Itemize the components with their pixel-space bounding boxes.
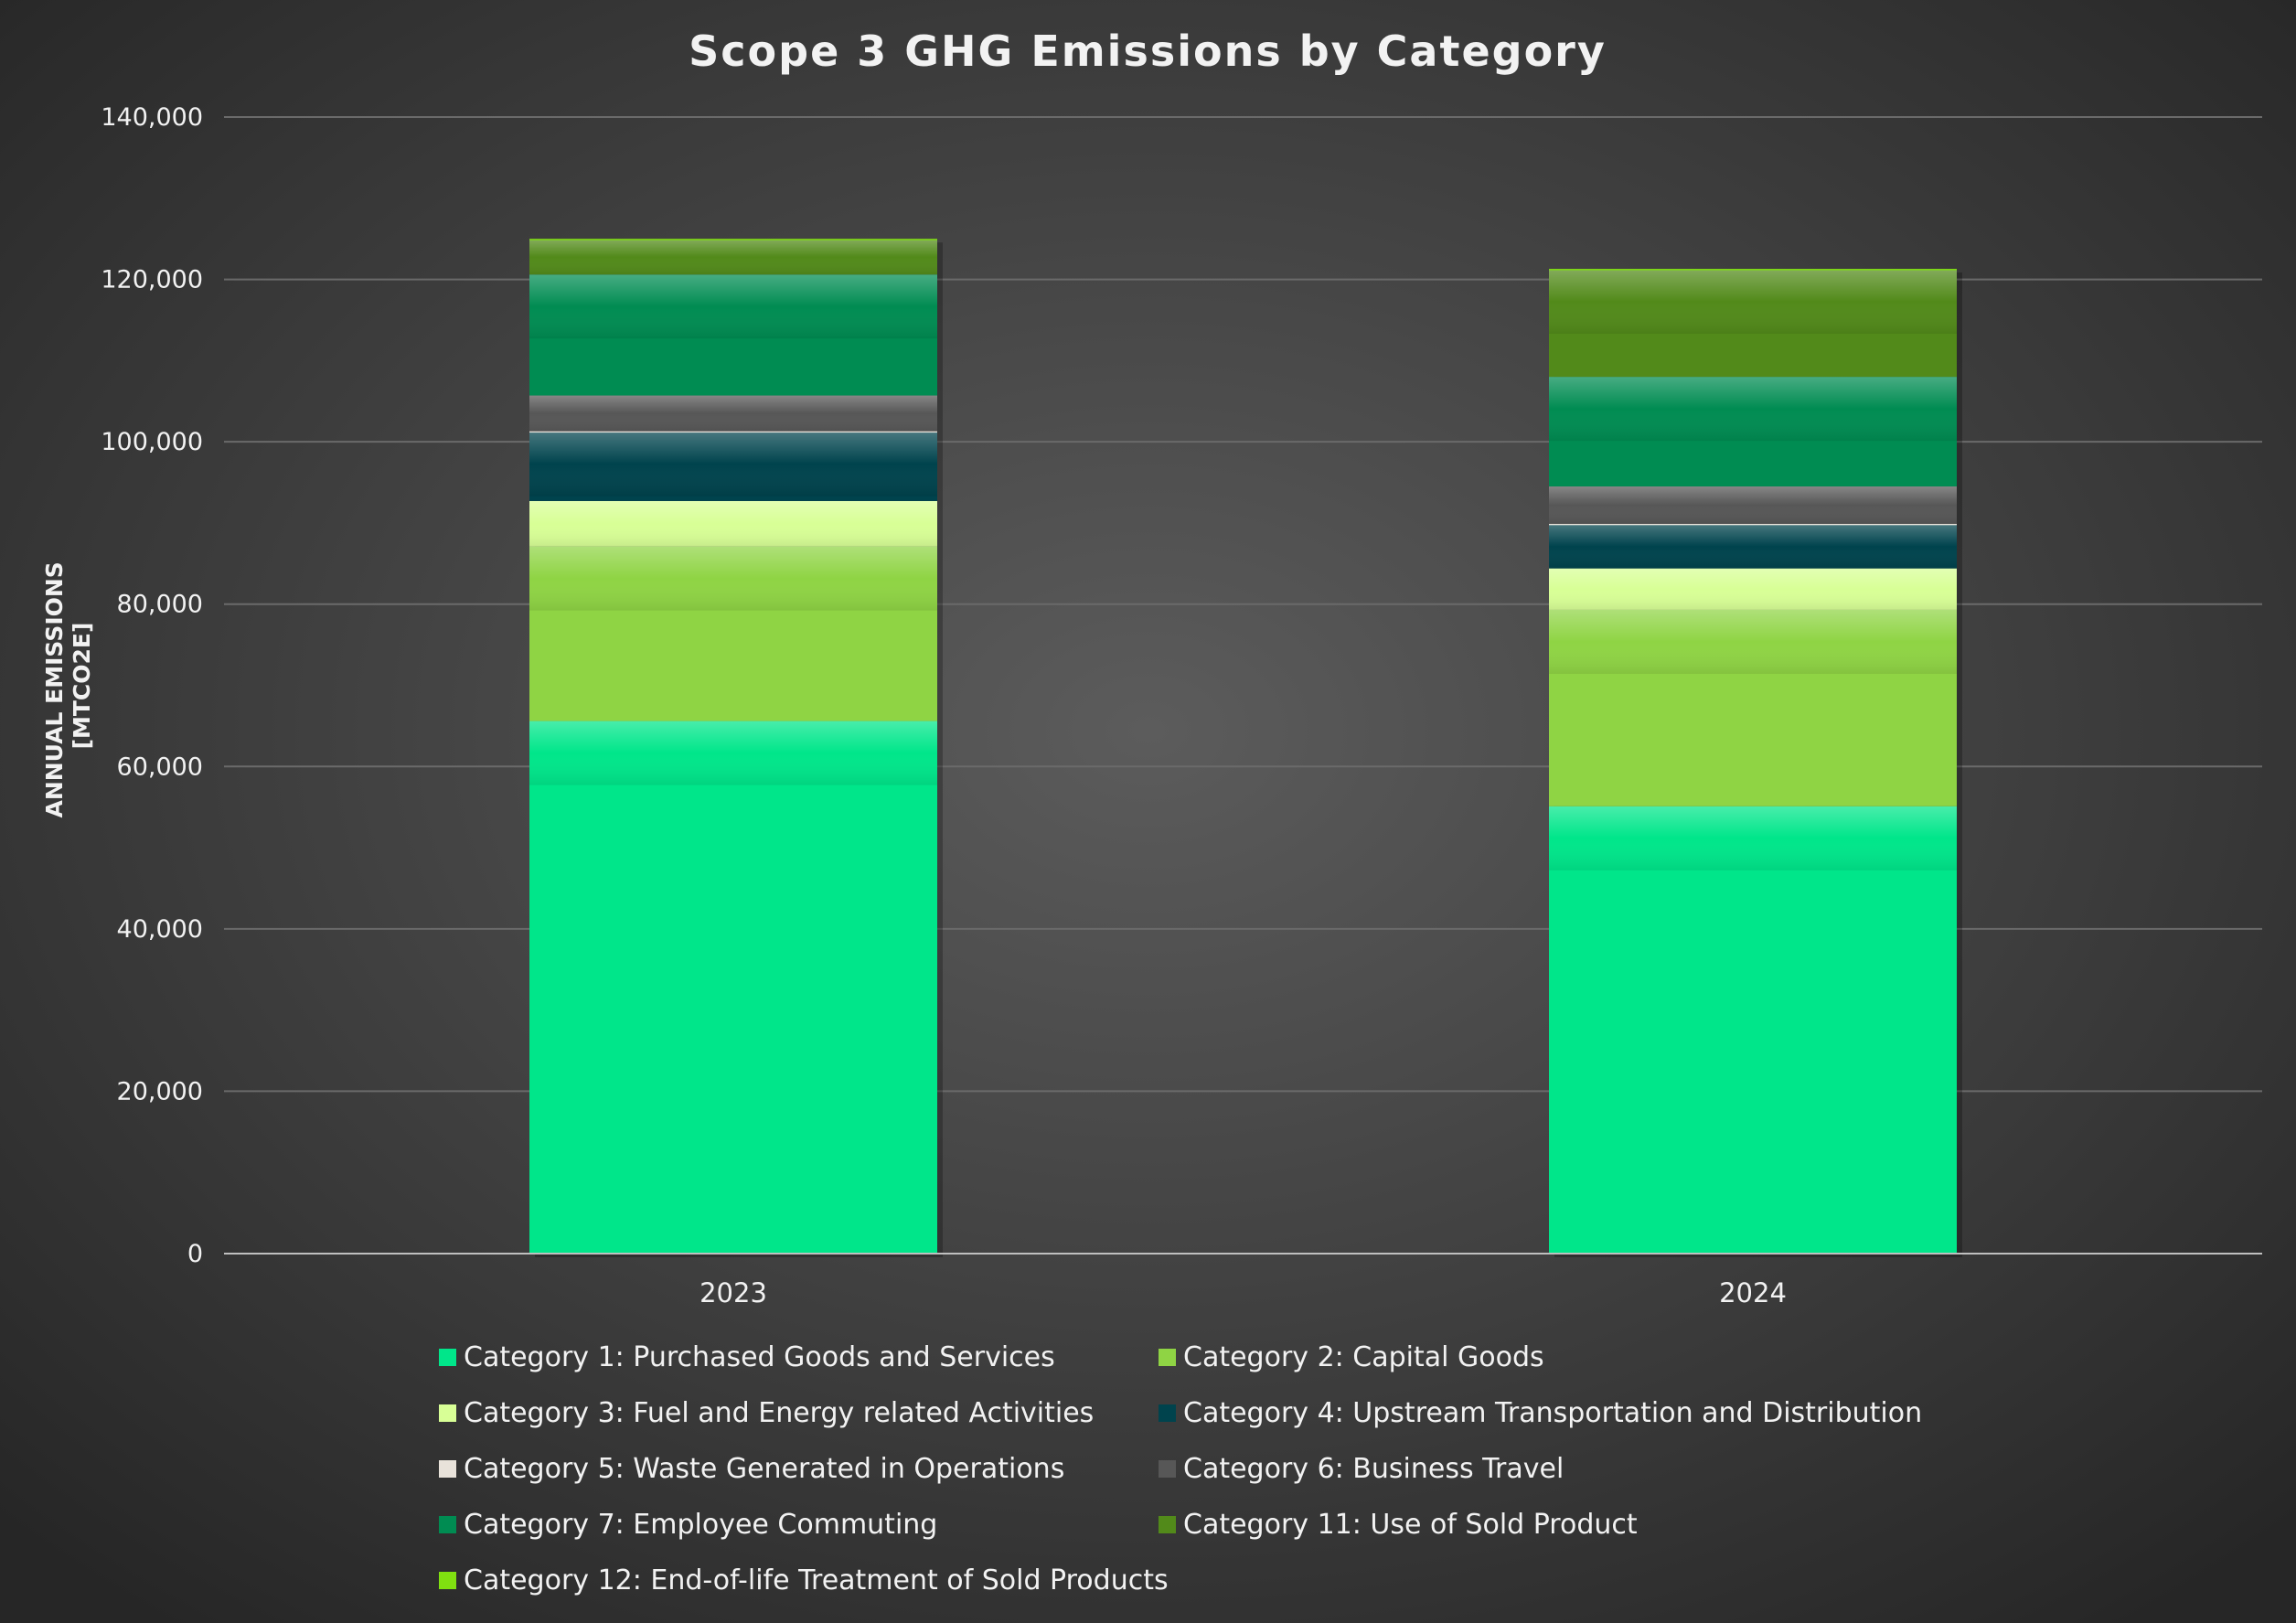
legend-label: Category 1: Purchased Goods and Services: [464, 1341, 1055, 1373]
y-axis-label-line-1: ANNUAL EMISSIONS: [41, 561, 68, 817]
bar-segment-gloss: [1549, 524, 1957, 569]
legend: Category 1: Purchased Goods and Services…: [439, 1341, 1922, 1596]
x-tick-label: 2023: [699, 1277, 767, 1308]
bar-segment-gloss: [529, 500, 937, 547]
legend-label: Category 6: Business Travel: [1183, 1453, 1564, 1485]
legend-label: Category 4: Upstream Transportation and …: [1183, 1397, 1922, 1429]
legend-item: Category 7: Employee Commuting: [439, 1509, 937, 1541]
legend-swatch: [439, 1404, 456, 1422]
x-axis-ticks: 2023 2024: [699, 1277, 1787, 1308]
bar-segment-gloss: [529, 546, 937, 611]
bar-segment: [529, 239, 937, 240]
legend-item: Category 4: Upstream Transportation and …: [1159, 1397, 1922, 1429]
legend-item: Category 5: Waste Generated in Operation…: [439, 1453, 1064, 1485]
bar-segment-gloss: [1549, 486, 1957, 524]
y-tick-label: 0: [187, 1240, 203, 1268]
bar-stack-2024: [1549, 269, 1962, 1257]
bar-segment-gloss: [529, 395, 937, 432]
bar-stack-2023: [529, 239, 943, 1257]
bar-segment-gloss: [529, 432, 937, 497]
legend-item: Category 3: Fuel and Energy related Acti…: [439, 1397, 1094, 1429]
bar-segment-gloss: [1549, 568, 1957, 610]
legend-swatch: [439, 1516, 456, 1533]
bar-segment-gloss: [1549, 609, 1957, 674]
legend-item: Category 1: Purchased Goods and Services: [439, 1341, 1055, 1373]
chart-title: Scope 3 GHG Emissions by Category: [689, 27, 1607, 76]
legend-swatch: [439, 1572, 456, 1589]
y-axis-label-line-2: [MTCO2E]: [69, 623, 95, 750]
bar-segment-gloss: [1549, 377, 1957, 442]
x-tick-label: 2024: [1719, 1277, 1787, 1308]
y-tick-label: 60,000: [117, 753, 203, 781]
bar-segment-gloss: [1549, 269, 1957, 334]
y-axis-label: ANNUAL EMISSIONS [MTCO2E]: [41, 553, 95, 817]
y-tick-label: 100,000: [101, 428, 203, 456]
bar-segment-gloss: [1549, 806, 1957, 870]
bar-segment-gloss: [529, 240, 937, 275]
bar-segment-gloss: [529, 274, 937, 339]
legend-swatch: [439, 1460, 456, 1478]
bar-segment: [529, 721, 937, 1254]
legend-item: Category 2: Capital Goods: [1159, 1341, 1544, 1373]
legend-item: Category 6: Business Travel: [1159, 1453, 1564, 1485]
legend-item: Category 12: End-of-life Treatment of So…: [439, 1564, 1169, 1596]
y-tick-label: 140,000: [101, 103, 203, 132]
legend-swatch: [1159, 1349, 1176, 1366]
y-axis-ticks: 0 20,000 40,000 60,000 80,000 100,000 120,000 1…: [101, 103, 203, 1268]
bar-segment: [1549, 269, 1957, 271]
bar-segment-gloss: [529, 721, 937, 785]
legend-swatch: [439, 1349, 456, 1366]
legend-label: Category 11: Use of Sold Product: [1183, 1509, 1638, 1541]
y-tick-label: 40,000: [117, 915, 203, 944]
legend-item: Category 11: Use of Sold Product: [1159, 1509, 1638, 1541]
y-tick-label: 80,000: [117, 591, 203, 619]
legend-swatch: [1159, 1516, 1176, 1533]
legend-label: Category 5: Waste Generated in Operation…: [464, 1453, 1064, 1485]
y-tick-label: 120,000: [101, 266, 203, 294]
y-tick-label: 20,000: [117, 1077, 203, 1105]
bars: [529, 239, 1962, 1257]
legend-swatch: [1159, 1460, 1176, 1478]
legend-label: Category 2: Capital Goods: [1183, 1341, 1544, 1373]
legend-label: Category 3: Fuel and Energy related Acti…: [464, 1397, 1094, 1429]
bar-segment: [1549, 523, 1957, 526]
bar-segment: [1549, 806, 1957, 1254]
bar-segment: [529, 431, 937, 433]
legend-swatch: [1159, 1404, 1176, 1422]
legend-label: Category 7: Employee Commuting: [464, 1509, 937, 1541]
legend-label: Category 12: End-of-life Treatment of So…: [464, 1564, 1169, 1596]
